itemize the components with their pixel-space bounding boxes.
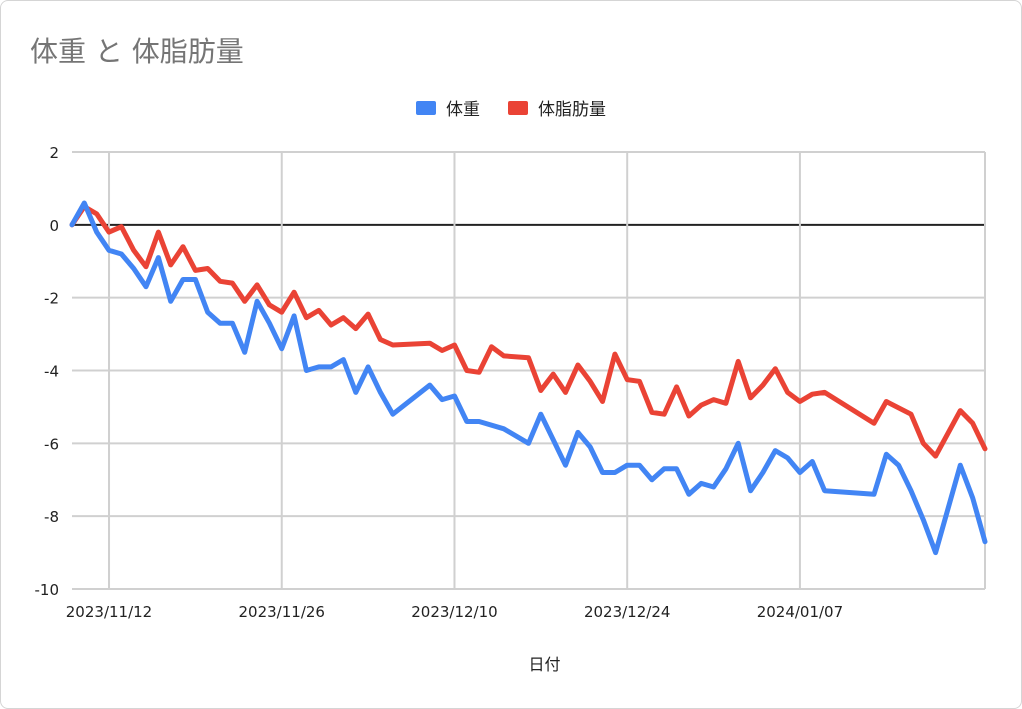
x-tick-label: 2023/11/12 xyxy=(66,603,152,621)
legend-item-body-fat[interactable]: 体脂肪量 xyxy=(508,95,606,120)
legend-item-weight[interactable]: 体重 xyxy=(416,95,480,120)
series-line-weight xyxy=(69,200,988,556)
y-tick-label: -8 xyxy=(44,508,59,526)
legend-label-body-fat: 体脂肪量 xyxy=(538,100,606,120)
x-tick-label: 2023/12/10 xyxy=(411,603,497,621)
legend-swatch-weight xyxy=(416,100,436,115)
y-tick-label: -2 xyxy=(44,290,59,308)
y-tick-label: -4 xyxy=(44,363,59,381)
y-tick-label: 0 xyxy=(49,217,59,235)
x-tick-label: 2023/11/26 xyxy=(239,603,325,621)
x-axis-title: 日付 xyxy=(528,655,560,674)
y-tick-label: -6 xyxy=(44,435,59,453)
chart-title: 体重 と 体脂肪量 xyxy=(30,35,244,68)
x-tick-label: 2024/01/07 xyxy=(757,603,843,621)
legend-swatch-body-fat xyxy=(508,100,528,115)
series-line-body-fat xyxy=(69,204,988,459)
y-tick-label: 2 xyxy=(49,144,59,162)
chart-legend: 体重 体脂肪量 xyxy=(0,95,1022,120)
legend-label-weight: 体重 xyxy=(446,100,480,120)
y-tick-label: -10 xyxy=(35,581,60,599)
x-tick-label: 2023/12/24 xyxy=(584,603,670,621)
